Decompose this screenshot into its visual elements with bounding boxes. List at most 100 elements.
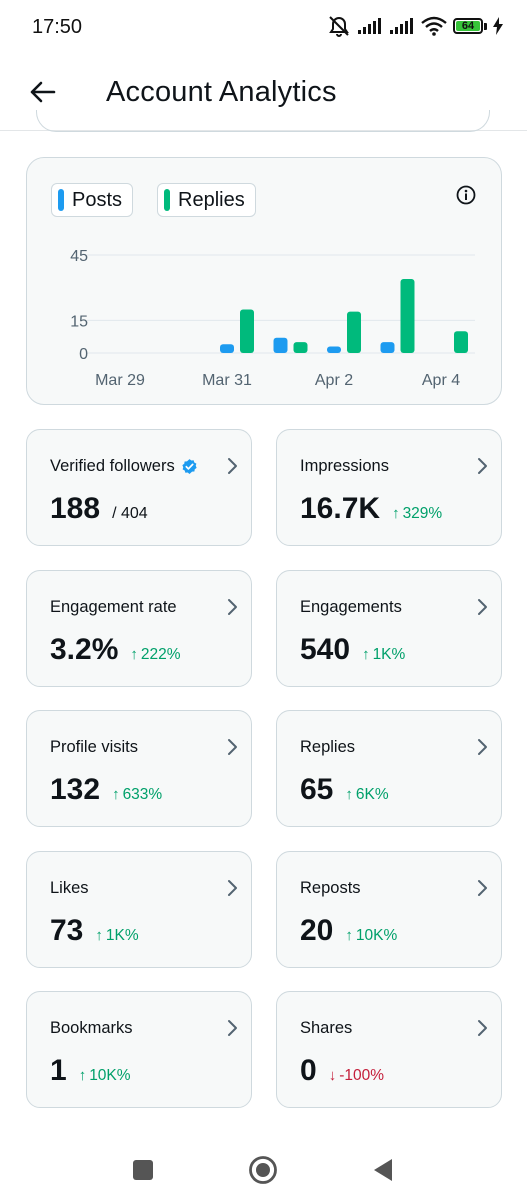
x-tick-label: Apr 4 — [422, 372, 460, 389]
signal-icon — [390, 18, 413, 34]
stat-label: Bookmarks — [50, 1019, 133, 1038]
stat-change: ↑ 633% — [112, 786, 162, 804]
home-circle-icon — [249, 1156, 277, 1184]
stat-value-row: 0 ↓ -100% — [300, 1054, 384, 1088]
home-button[interactable] — [243, 1150, 283, 1190]
back-triangle-icon — [374, 1159, 392, 1181]
stat-change: ↑ 6K% — [345, 786, 388, 804]
stat-change: ↑ 1K% — [362, 646, 405, 664]
arrow-up-icon: ↑ — [392, 505, 400, 522]
stat-card-shares[interactable]: Shares 0 ↓ -100% — [276, 991, 502, 1108]
stat-card-engagements[interactable]: Engagements 540 ↑ 1K% — [276, 570, 502, 687]
stat-label-text: Engagements — [300, 598, 402, 616]
info-icon[interactable] — [455, 184, 477, 206]
stat-change-value: 222% — [140, 646, 181, 663]
stat-label: Engagement rate — [50, 598, 177, 617]
stat-card-engagement-rate[interactable]: Engagement rate 3.2% ↑ 222% — [26, 570, 252, 687]
stat-value: 540 — [300, 633, 351, 666]
stat-change-value: 1K% — [372, 646, 406, 663]
stat-value: 73 — [50, 914, 84, 947]
arrow-up-icon: ↑ — [95, 927, 103, 944]
stat-value: 65 — [300, 773, 334, 806]
stat-value: 0 — [300, 1054, 317, 1087]
y-tick-label: 0 — [79, 346, 88, 363]
recents-square-icon — [133, 1160, 153, 1180]
activity-chart: 45 15 0 Mar 29 Mar 31 Apr 2 Apr 4 — [70, 248, 475, 389]
stat-value-row: 20 ↑ 10K% — [300, 914, 397, 948]
status-icons: 64 — [327, 15, 503, 37]
stat-label-text: Shares — [300, 1019, 353, 1037]
stat-value-row: 1 ↑ 10K% — [50, 1054, 131, 1088]
stat-card-likes[interactable]: Likes 73 ↑ 1K% — [26, 851, 252, 968]
posts-bar[interactable] — [380, 342, 395, 353]
legend-posts[interactable]: Posts — [51, 183, 134, 217]
arrow-up-icon: ↑ — [78, 1067, 87, 1084]
activity-chart-card: 45 15 0 Mar 29 Mar 31 Apr 2 Apr 4 Posts Replie… — [26, 157, 502, 405]
stat-value-row: 3.2% ↑ 222% — [50, 633, 181, 667]
status-time: 17:50 — [32, 16, 83, 38]
posts-bar[interactable] — [273, 337, 288, 353]
posts-bar[interactable] — [327, 346, 341, 353]
stat-label-text: Reposts — [300, 879, 361, 897]
stat-card-impressions[interactable]: Impressions 16.7K ↑ 329% — [276, 429, 502, 546]
chevron-right-icon — [478, 599, 487, 615]
stat-label-text: Profile visits — [50, 738, 139, 756]
stat-card-replies[interactable]: Replies 65 ↑ 6K% — [276, 710, 502, 827]
stat-label-text: Engagement rate — [50, 598, 177, 616]
y-tick-label: 45 — [70, 248, 88, 265]
battery-level: 64 — [456, 21, 480, 32]
replies-bar[interactable] — [293, 342, 308, 353]
legend-replies[interactable]: Replies — [157, 183, 256, 217]
stat-change-value: 1K% — [105, 927, 139, 944]
stat-label: Profile visits — [50, 738, 138, 757]
stat-total: / 404 — [112, 505, 148, 522]
posts-bar[interactable] — [220, 344, 234, 353]
replies-bar[interactable] — [400, 278, 415, 353]
legend-posts-swatch — [58, 189, 64, 211]
arrow-up-icon: ↑ — [130, 646, 138, 663]
stat-label: Engagements — [300, 598, 402, 617]
chevron-right-icon — [228, 1020, 237, 1036]
replies-bar[interactable] — [454, 331, 468, 353]
stat-change: ↑ 222% — [130, 646, 180, 664]
stat-change: ↑ 1K% — [95, 927, 138, 945]
stat-card-reposts[interactable]: Reposts 20 ↑ 10K% — [276, 851, 502, 968]
chevron-right-icon — [228, 599, 237, 615]
replies-bar[interactable] — [240, 309, 254, 353]
stat-value: 20 — [300, 914, 334, 947]
stat-value: 188 — [50, 492, 101, 525]
system-nav-bar — [0, 1140, 527, 1200]
x-tick-label: Mar 31 — [202, 372, 252, 389]
replies-bar[interactable] — [347, 311, 361, 353]
arrow-up-icon: ↑ — [362, 646, 370, 663]
x-tick-label: Apr 2 — [315, 372, 353, 389]
chevron-right-icon — [478, 1020, 487, 1036]
stat-value-row: 540 ↑ 1K% — [300, 633, 405, 667]
stat-label-text: Likes — [50, 879, 89, 897]
back-button[interactable] — [22, 72, 62, 112]
battery-icon: 64 — [453, 18, 487, 34]
recents-button[interactable] — [123, 1150, 163, 1190]
stat-change-value: 633% — [122, 786, 163, 803]
stat-label: Likes — [50, 879, 89, 898]
stat-card-verified-followers[interactable]: Verified followers 188 / 404 — [26, 429, 252, 546]
verified-badge-icon — [182, 459, 197, 474]
stat-label-text: Bookmarks — [50, 1019, 133, 1037]
stat-label-text: Replies — [300, 738, 356, 756]
stat-label: Shares — [300, 1019, 352, 1038]
stat-change: ↓ -100% — [329, 1067, 384, 1085]
stat-change-value: 10K% — [355, 927, 398, 944]
stat-card-profile-visits[interactable]: Profile visits 132 ↑ 633% — [26, 710, 252, 827]
nav-back-button[interactable] — [363, 1150, 403, 1190]
signal-icon — [358, 18, 381, 34]
stat-label-text: Verified followers — [50, 457, 175, 475]
stat-card-bookmarks[interactable]: Bookmarks 1 ↑ 10K% — [26, 991, 252, 1108]
chevron-right-icon — [228, 880, 237, 896]
y-tick-label: 15 — [70, 313, 88, 330]
charging-icon — [493, 17, 503, 35]
chevron-right-icon — [228, 739, 237, 755]
wifi-icon — [421, 16, 447, 36]
stat-label-text: Impressions — [300, 457, 389, 475]
previous-card-edge — [36, 110, 490, 132]
stat-label: Reposts — [300, 879, 361, 898]
